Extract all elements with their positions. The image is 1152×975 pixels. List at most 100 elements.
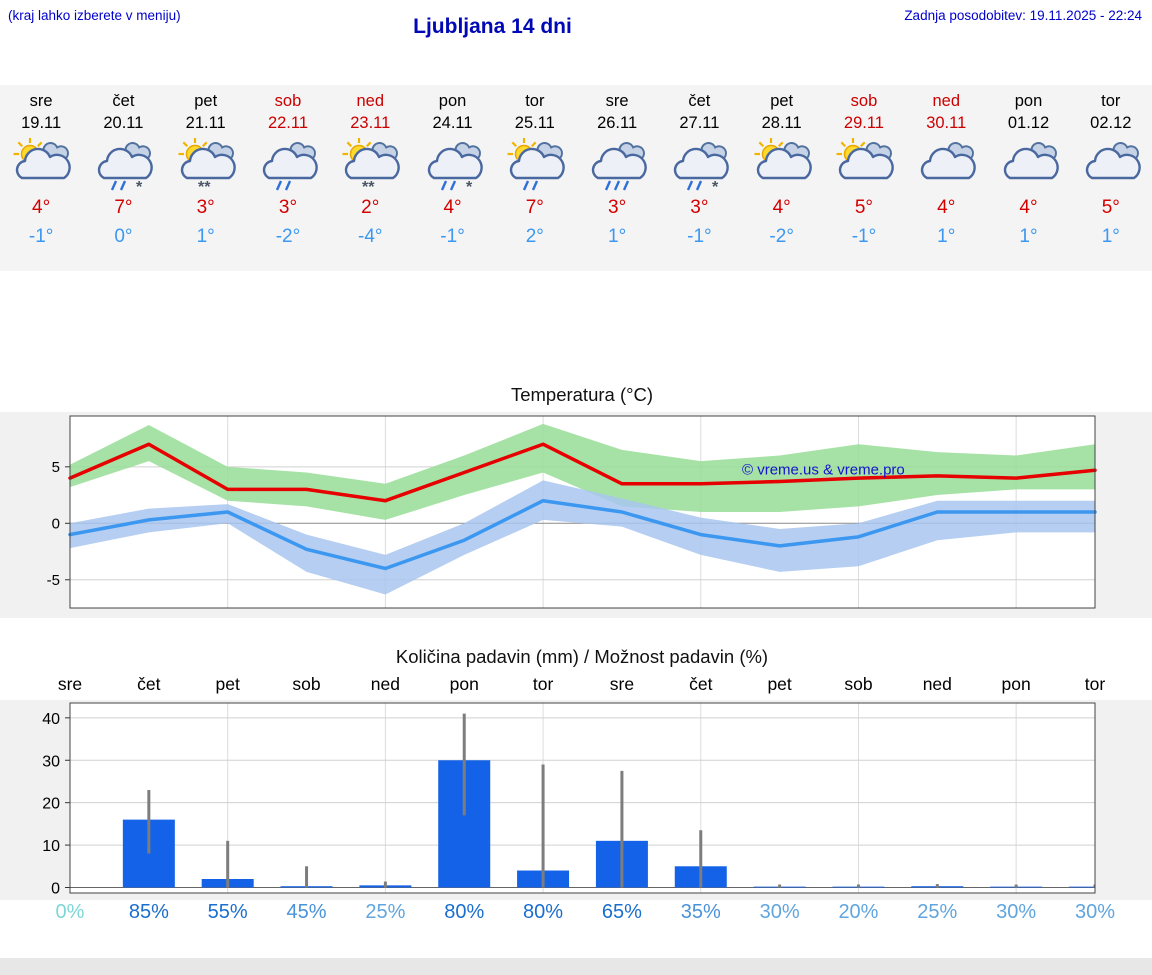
date-label: 23.11: [350, 114, 391, 132]
temp-max: 4°: [32, 197, 51, 218]
forecast-day[interactable]: pon 24.11 * 4° -1°: [411, 85, 493, 271]
sun-cloud-icon: [741, 138, 823, 194]
forecast-day[interactable]: ned 30.11 4° 1°: [905, 85, 987, 271]
temp-min: -1°: [440, 226, 465, 247]
date-label: 01.12: [1007, 114, 1050, 132]
date-label: 26.11: [597, 114, 638, 132]
forecast-day[interactable]: sob 29.11 5° -1°: [823, 85, 905, 271]
date-label: 19.11: [21, 114, 62, 132]
date-label: 28.11: [761, 114, 802, 132]
temp-max: 3°: [278, 197, 298, 218]
date-label: 29.11: [843, 114, 884, 132]
precip-day-label: sob: [292, 674, 321, 694]
temp-max: 3°: [690, 197, 709, 218]
sun-cloud-rain-icon: [494, 138, 576, 194]
temp-min: 1°: [1019, 226, 1038, 247]
day-label: ned: [356, 92, 385, 110]
precip-probability: 80%: [444, 901, 485, 923]
date-label: 21.11: [185, 114, 226, 132]
day-label: sre: [29, 92, 53, 110]
forecast-day[interactable]: sob 22.11 3° -2°: [247, 85, 329, 271]
precip-day-label: tor: [532, 674, 554, 694]
temp-min: -1°: [28, 226, 54, 247]
precip-day-label: sob: [844, 674, 873, 694]
temp-max: 5°: [854, 197, 874, 218]
forecast-day[interactable]: čet 20.11 * 7° 0°: [82, 85, 164, 271]
cloud-rain-icon: [247, 138, 329, 194]
precip-day-label: ned: [922, 674, 952, 694]
svg-text:*: *: [136, 179, 143, 194]
precip-probability: 20%: [838, 901, 879, 923]
svg-text:*: *: [712, 179, 719, 194]
day-label: sre: [605, 92, 629, 110]
precip-probability: 55%: [207, 901, 248, 923]
forecast-day[interactable]: pet 21.11 ** 3° 1°: [165, 85, 247, 271]
precipitation-chart-canvas: 0 10 20 30 40: [42, 702, 1096, 897]
temp-min: 1°: [196, 226, 215, 247]
svg-text:**: **: [362, 179, 375, 194]
sun-cloud-icon: [823, 138, 905, 194]
temp-max: 5°: [1101, 197, 1120, 218]
cloud-icon: [987, 138, 1069, 194]
temp-max: 7°: [114, 197, 133, 218]
day-label: ned: [932, 92, 960, 110]
date-label: 22.11: [267, 114, 309, 132]
precip-probability: 30%: [996, 901, 1037, 923]
forecast-day[interactable]: sre 26.11 3° 1°: [576, 85, 658, 271]
precipitation-chart-title: Količina padavin (mm) / Možnost padavin …: [395, 646, 769, 667]
precip-probability: 25%: [365, 901, 406, 923]
precipitation-chart: 0 10 20 30 40: [0, 700, 1152, 900]
precip-day-label: pon: [449, 674, 479, 694]
date-label: 27.11: [679, 114, 720, 132]
precip-probability: 30%: [759, 901, 800, 923]
forecast-day[interactable]: čet 27.11 * 3° -1°: [658, 85, 740, 271]
cloud-rain-snow-icon: *: [82, 138, 164, 194]
svg-text:0: 0: [52, 515, 60, 532]
precip-day-label: čet: [137, 674, 161, 694]
date-label: 25.11: [514, 114, 555, 132]
precip-probability: 0%: [55, 901, 85, 923]
temp-max: 4°: [443, 197, 462, 218]
svg-text:**: **: [198, 179, 211, 194]
precip-day-label: tor: [1084, 674, 1106, 694]
temp-min: 2°: [525, 226, 544, 247]
forecast-day[interactable]: sre 19.11 4° -1°: [0, 85, 82, 271]
temp-min: 0°: [114, 226, 133, 247]
day-label: pon: [1014, 92, 1043, 110]
forecast-day[interactable]: tor 02.12 5° 1°: [1070, 85, 1152, 271]
svg-text:20: 20: [42, 796, 60, 813]
sun-cloud-icon: [0, 138, 82, 194]
forecast-day[interactable]: pet 28.11 4° -2°: [741, 85, 823, 271]
cloud-heavy-rain-icon: [576, 138, 658, 194]
precip-probability: 25%: [917, 901, 958, 923]
svg-text:© vreme.us & vreme.pro: © vreme.us & vreme.pro: [742, 462, 905, 479]
temp-max: 4°: [1019, 197, 1038, 218]
precip-day-label: pon: [1001, 674, 1031, 694]
svg-text:30: 30: [42, 753, 60, 770]
day-label: tor: [1101, 92, 1121, 110]
precip-probabilities: 0% 85% 55% 45% 25% 80% 80% 65% 35% 30% 20% 25% 30% 30…: [0, 901, 1152, 931]
forecast-day[interactable]: ned 23.11 ** 2° -4°: [329, 85, 411, 271]
precip-probability: 65%: [601, 901, 642, 923]
page-title: Ljubljana 14 dni: [413, 15, 572, 38]
day-label: sob: [274, 92, 302, 110]
precip-day-label: čet: [689, 674, 713, 694]
day-label: čet: [688, 92, 711, 110]
temp-max: 7°: [525, 197, 544, 218]
date-label: 02.12: [1090, 114, 1132, 132]
precip-day-label: pet: [215, 674, 240, 694]
temp-min: -1°: [687, 226, 712, 247]
precip-probability: 35%: [680, 901, 721, 923]
day-label: pon: [438, 92, 467, 110]
last-updated: Zadnja posodobitev: 19.11.2025 - 22:24: [904, 8, 1142, 23]
forecast-day[interactable]: tor 25.11 7° 2°: [494, 85, 576, 271]
svg-text:40: 40: [42, 711, 60, 728]
temp-min: -1°: [851, 226, 877, 247]
date-label: 24.11: [432, 114, 473, 132]
precip-day-label: sre: [57, 674, 83, 694]
date-label: 30.11: [926, 114, 967, 132]
forecast-day[interactable]: pon 01.12 4° 1°: [987, 85, 1069, 271]
temp-max: 3°: [196, 197, 215, 218]
sun-cloud-snow-icon: **: [165, 138, 247, 194]
